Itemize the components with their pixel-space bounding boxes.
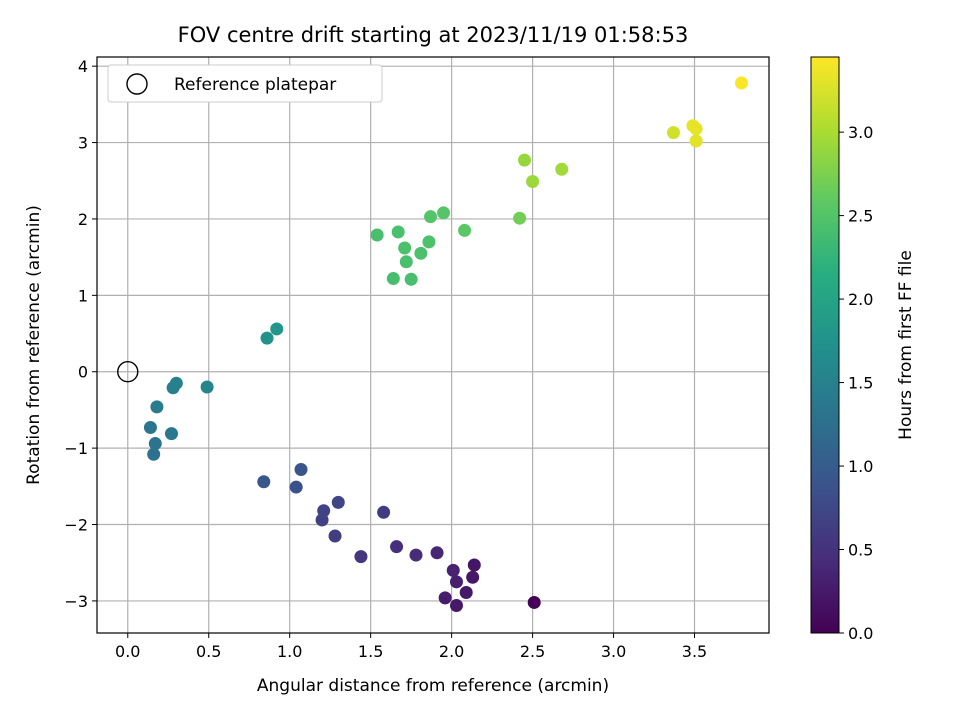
scatter-point [458, 223, 472, 237]
scatter-point [169, 376, 183, 390]
scatter-point [424, 210, 438, 224]
scatter-point [354, 550, 368, 564]
scatter-point [446, 563, 460, 577]
scatter-point [270, 322, 284, 336]
x-tick-label: 0.5 [196, 642, 221, 661]
scatter-point [466, 570, 480, 584]
scatter-point [399, 255, 413, 269]
reference-layer [117, 361, 139, 383]
x-axis-title: Angular distance from reference (arcmin) [257, 676, 609, 696]
colorbar: 0.0 0.5 1.0 1.5 2.0 2.5 3.0 Hours from first F… [810, 56, 916, 643]
colorbar-tick-label: 0.5 [848, 541, 873, 560]
legend: Reference platepar [107, 64, 383, 103]
chart-title: FOV centre drift starting at 2023/11/19 … [178, 23, 689, 47]
colorbar-tick-label: 0.0 [848, 624, 873, 643]
scatter-point [414, 246, 428, 260]
scatter-point [390, 540, 404, 554]
colorbar-tick-label: 1.5 [848, 374, 873, 393]
x-tick-label: 3.0 [601, 642, 626, 661]
scatter-point [377, 505, 391, 519]
scatter-point [370, 228, 384, 242]
scatter-point [148, 437, 162, 451]
scatter-point [260, 331, 274, 345]
scatter-point [449, 575, 463, 589]
x-tick-label: 2.5 [520, 642, 545, 661]
scatter-point [689, 134, 703, 148]
scatter-point [526, 175, 540, 189]
plot-area [97, 57, 769, 633]
data-points [143, 76, 748, 612]
scatter-point [164, 427, 178, 441]
y-tick-label: 3 [78, 134, 88, 153]
scatter-point [422, 235, 436, 249]
scatter-point [409, 548, 423, 562]
scatter-point [666, 126, 680, 140]
scatter-point [437, 206, 451, 220]
plot-frame [96, 56, 770, 634]
scatter-point [438, 591, 452, 605]
x-tick-label: 0.0 [115, 642, 140, 661]
scatter-point [386, 272, 400, 286]
reference-platepar-marker [117, 361, 139, 383]
scatter-point [328, 529, 342, 543]
scatter-point [555, 162, 569, 176]
scatter-point [449, 598, 463, 612]
scatter-point [294, 463, 308, 477]
scatter-point [527, 595, 541, 609]
colorbar-tick-label: 2.5 [848, 207, 873, 226]
y-tick-label: 2 [78, 210, 88, 229]
y-tick-label: −2 [64, 516, 88, 535]
legend-box [107, 64, 383, 103]
colorbar-tick-label: 2.0 [848, 290, 873, 309]
y-tick-label: −1 [64, 439, 88, 458]
scatter-point [513, 211, 527, 225]
scatter-point [467, 558, 481, 572]
x-tick-label: 2.0 [439, 642, 464, 661]
scatter-point [317, 504, 331, 518]
y-tick-label: 1 [78, 286, 88, 305]
scatter-point [150, 400, 164, 414]
scatter-point [517, 153, 531, 167]
colorbar-ticks: 0.0 0.5 1.0 1.5 2.0 2.5 3.0 [839, 123, 873, 643]
scatter-point [331, 495, 345, 509]
x-tick-label: 3.5 [682, 642, 707, 661]
legend-label: Reference platepar [174, 75, 336, 95]
colorbar-tick-label: 3.0 [848, 123, 873, 142]
y-tick-label: 4 [78, 57, 88, 76]
scatter-point [404, 272, 418, 286]
scatter-point [257, 475, 271, 489]
colorbar-label: Hours from first FF file [896, 250, 916, 440]
scatter-point [143, 421, 157, 435]
scatter-point [734, 76, 748, 90]
legend-reference-marker [126, 73, 148, 95]
y-axis-ticks: −3 −2 −1 0 1 2 3 4 [64, 57, 97, 611]
y-tick-label: 0 [78, 363, 88, 382]
scatter-point [200, 380, 214, 394]
scatter-point [459, 586, 473, 600]
scatter-point [147, 447, 161, 461]
x-tick-label: 1.5 [358, 642, 383, 661]
x-axis-ticks: 0.0 0.5 1.0 1.5 2.0 2.5 3.0 3.5 [115, 633, 707, 661]
scatter-point [391, 225, 405, 239]
y-tick-label: −3 [64, 592, 88, 611]
scatter-point [289, 480, 303, 494]
y-axis-title: Rotation from reference (arcmin) [24, 205, 44, 485]
scatter-point [430, 546, 444, 560]
x-tick-label: 1.0 [277, 642, 302, 661]
scatter-point [398, 241, 412, 255]
colorbar-tick-label: 1.0 [848, 457, 873, 476]
colorbar-gradient [810, 56, 840, 634]
scatter-point [689, 122, 703, 136]
